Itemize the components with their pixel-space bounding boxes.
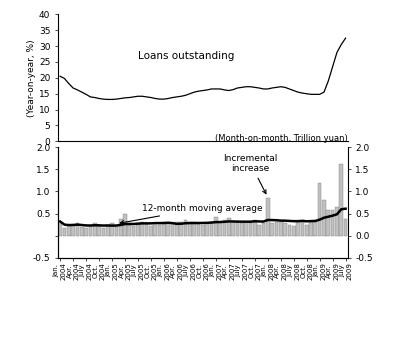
- Bar: [76, 223, 79, 236]
- Bar: [127, 223, 131, 236]
- Bar: [231, 222, 235, 236]
- Bar: [110, 223, 114, 236]
- Bar: [162, 222, 165, 236]
- Bar: [313, 222, 316, 236]
- Bar: [153, 224, 157, 236]
- Bar: [188, 222, 191, 236]
- Bar: [136, 224, 140, 236]
- Bar: [278, 222, 282, 236]
- Bar: [317, 183, 321, 236]
- Bar: [248, 223, 252, 236]
- Bar: [183, 220, 187, 236]
- Bar: [226, 218, 230, 236]
- Bar: [71, 224, 75, 236]
- Bar: [205, 223, 209, 236]
- Bar: [80, 227, 83, 236]
- Bar: [265, 198, 269, 236]
- Bar: [209, 222, 213, 236]
- Bar: [339, 164, 342, 236]
- Bar: [106, 224, 109, 236]
- Bar: [201, 224, 204, 236]
- Bar: [157, 224, 161, 236]
- Bar: [295, 222, 299, 236]
- Text: Incremental
increase: Incremental increase: [223, 154, 277, 194]
- Bar: [291, 226, 295, 236]
- Bar: [170, 223, 174, 236]
- Text: 12-month moving average: 12-month moving average: [120, 204, 262, 224]
- Bar: [97, 226, 101, 236]
- Bar: [218, 222, 221, 236]
- Bar: [270, 223, 273, 236]
- Bar: [321, 200, 325, 236]
- Bar: [309, 222, 312, 236]
- Bar: [304, 224, 308, 236]
- Bar: [101, 228, 105, 236]
- Bar: [343, 219, 347, 236]
- Bar: [58, 222, 62, 236]
- Bar: [235, 222, 239, 236]
- Bar: [84, 228, 88, 236]
- Bar: [166, 223, 170, 236]
- Bar: [261, 223, 265, 236]
- Bar: [145, 223, 148, 236]
- Bar: [300, 220, 304, 236]
- Bar: [179, 222, 183, 236]
- Bar: [334, 207, 338, 236]
- Bar: [287, 224, 290, 236]
- Bar: [62, 228, 66, 236]
- Bar: [149, 226, 152, 236]
- Bar: [131, 226, 135, 236]
- Bar: [123, 214, 126, 236]
- Y-axis label: (Year-on-year, %): (Year-on-year, %): [27, 39, 36, 117]
- Bar: [192, 222, 196, 236]
- Bar: [88, 226, 92, 236]
- Bar: [274, 222, 278, 236]
- Bar: [244, 222, 247, 236]
- Bar: [282, 223, 286, 236]
- Bar: [240, 223, 243, 236]
- Bar: [214, 217, 217, 236]
- Bar: [252, 220, 256, 236]
- Bar: [222, 220, 226, 236]
- Bar: [93, 223, 96, 236]
- Bar: [67, 226, 71, 236]
- Bar: [326, 210, 329, 236]
- Bar: [196, 223, 200, 236]
- Bar: [119, 219, 122, 236]
- Bar: [330, 210, 334, 236]
- Text: (Month-on-month, Trillion yuan): (Month-on-month, Trillion yuan): [214, 134, 347, 143]
- Text: Loans outstanding: Loans outstanding: [138, 51, 234, 61]
- Bar: [114, 227, 118, 236]
- Bar: [175, 222, 178, 236]
- Bar: [140, 222, 144, 236]
- Bar: [256, 224, 260, 236]
